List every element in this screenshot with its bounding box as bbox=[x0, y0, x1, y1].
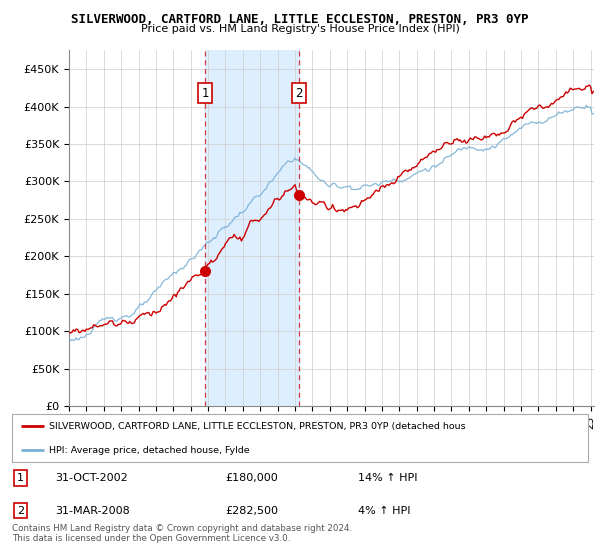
Text: Contains HM Land Registry data © Crown copyright and database right 2024.: Contains HM Land Registry data © Crown c… bbox=[12, 524, 352, 533]
Text: 31-OCT-2002: 31-OCT-2002 bbox=[55, 473, 128, 483]
Text: 31-MAR-2008: 31-MAR-2008 bbox=[55, 506, 130, 516]
Text: SILVERWOOD, CARTFORD LANE, LITTLE ECCLESTON, PRESTON, PR3 0YP: SILVERWOOD, CARTFORD LANE, LITTLE ECCLES… bbox=[71, 13, 529, 26]
Bar bbox=[205, 50, 299, 406]
Text: 2: 2 bbox=[296, 87, 303, 100]
Text: This data is licensed under the Open Government Licence v3.0.: This data is licensed under the Open Gov… bbox=[12, 534, 290, 543]
Text: 1: 1 bbox=[202, 87, 209, 100]
Text: SILVERWOOD, CARTFORD LANE, LITTLE ECCLESTON, PRESTON, PR3 0YP (detached hous: SILVERWOOD, CARTFORD LANE, LITTLE ECCLES… bbox=[49, 422, 466, 431]
Text: 4% ↑ HPI: 4% ↑ HPI bbox=[358, 506, 410, 516]
Text: 1: 1 bbox=[17, 473, 24, 483]
Text: £180,000: £180,000 bbox=[225, 473, 278, 483]
Text: 2: 2 bbox=[17, 506, 24, 516]
Text: HPI: Average price, detached house, Fylde: HPI: Average price, detached house, Fyld… bbox=[49, 446, 250, 455]
Text: £282,500: £282,500 bbox=[225, 506, 278, 516]
Text: Price paid vs. HM Land Registry's House Price Index (HPI): Price paid vs. HM Land Registry's House … bbox=[140, 24, 460, 34]
Text: 14% ↑ HPI: 14% ↑ HPI bbox=[358, 473, 417, 483]
